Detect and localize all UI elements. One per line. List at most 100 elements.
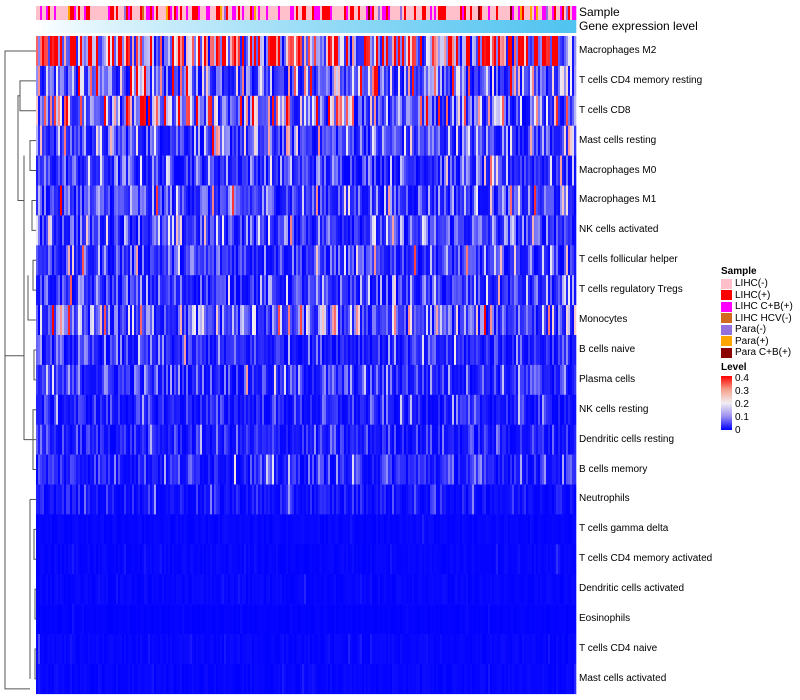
heatmap-cell bbox=[298, 36, 301, 67]
heatmap-cell bbox=[170, 155, 173, 186]
heatmap-cell bbox=[118, 514, 121, 545]
heatmap-cell bbox=[436, 454, 439, 485]
heatmap-cell bbox=[410, 544, 413, 575]
heatmap-cell bbox=[244, 484, 247, 515]
heatmap-cell bbox=[130, 335, 133, 366]
heatmap-cell bbox=[120, 484, 123, 515]
heatmap-cell bbox=[104, 484, 107, 515]
heatmap-cell bbox=[216, 65, 219, 97]
heatmap-cell bbox=[334, 394, 337, 425]
heatmap-cell bbox=[278, 185, 281, 216]
heatmap-cell bbox=[548, 484, 551, 515]
heatmap-cell bbox=[338, 36, 341, 67]
heatmap-cell bbox=[562, 65, 565, 97]
heatmap-cell bbox=[458, 305, 461, 336]
heatmap-cell bbox=[332, 305, 335, 336]
heatmap-cell bbox=[80, 275, 83, 306]
heatmap-cell bbox=[46, 275, 49, 306]
heatmap-cell bbox=[70, 95, 73, 126]
heatmap-cell bbox=[204, 245, 207, 276]
heatmap-cell bbox=[548, 275, 551, 306]
heatmap-cell bbox=[408, 424, 411, 455]
heatmap-cell bbox=[548, 65, 551, 97]
heatmap-cell bbox=[128, 245, 131, 276]
heatmap-cell bbox=[156, 155, 159, 186]
heatmap-cell bbox=[382, 155, 385, 186]
heatmap-cell bbox=[526, 36, 529, 67]
heatmap-cell bbox=[292, 65, 295, 97]
heatmap-cell bbox=[336, 544, 339, 575]
heatmap-cell bbox=[238, 424, 241, 455]
heatmap-cell bbox=[148, 394, 151, 425]
heatmap-cell bbox=[558, 185, 561, 216]
heatmap-cell bbox=[168, 424, 171, 455]
heatmap-cell bbox=[522, 394, 525, 425]
heatmap-cell bbox=[252, 155, 255, 186]
heatmap-cell bbox=[376, 125, 379, 156]
heatmap-cell bbox=[280, 95, 283, 126]
heatmap-cell bbox=[164, 544, 167, 575]
heatmap-cell bbox=[466, 394, 469, 425]
heatmap-cell bbox=[292, 95, 295, 126]
heatmap-cell bbox=[210, 335, 213, 366]
heatmap-cell bbox=[312, 155, 315, 186]
heatmap-cell bbox=[116, 155, 119, 186]
heatmap-cell bbox=[506, 65, 509, 97]
heatmap-cell bbox=[228, 155, 231, 186]
heatmap-cell bbox=[242, 36, 245, 67]
heatmap-cell bbox=[346, 484, 349, 515]
heatmap-cell bbox=[514, 65, 517, 97]
heatmap-cell bbox=[276, 335, 279, 366]
heatmap-cell bbox=[548, 95, 551, 126]
heatmap-cell bbox=[270, 335, 273, 366]
heatmap-cell bbox=[156, 305, 159, 336]
heatmap-cell bbox=[434, 305, 437, 336]
heatmap-cell bbox=[120, 95, 123, 126]
heatmap-cell bbox=[340, 215, 343, 246]
heatmap-cell bbox=[380, 364, 383, 396]
heatmap-cell bbox=[102, 245, 105, 276]
heatmap-cell bbox=[372, 95, 375, 126]
heatmap-cell bbox=[88, 305, 91, 336]
heatmap-cell bbox=[202, 424, 205, 455]
heatmap-cell bbox=[564, 245, 567, 276]
heatmap-cell bbox=[574, 394, 577, 425]
heatmap-cell bbox=[306, 335, 309, 366]
heatmap-cell bbox=[474, 394, 477, 425]
heatmap-cell bbox=[542, 185, 545, 216]
heatmap-cell bbox=[258, 454, 261, 485]
heatmap-cell bbox=[98, 574, 101, 605]
heatmap-cell bbox=[400, 155, 403, 186]
heatmap-cell bbox=[96, 215, 99, 246]
heatmap-cell bbox=[140, 484, 143, 515]
heatmap-cell bbox=[498, 484, 501, 515]
heatmap-cell bbox=[382, 364, 385, 396]
heatmap-cell bbox=[220, 275, 223, 306]
heatmap-cell bbox=[76, 574, 79, 605]
heatmap-cell bbox=[360, 424, 363, 455]
heatmap-cell bbox=[134, 335, 137, 366]
heatmap-cell bbox=[450, 245, 453, 276]
heatmap-cell bbox=[310, 95, 313, 126]
heatmap-cell bbox=[410, 215, 413, 246]
heatmap-cell bbox=[568, 36, 571, 67]
heatmap-cell bbox=[170, 364, 173, 396]
heatmap-cell bbox=[128, 514, 131, 545]
heatmap-cell bbox=[278, 364, 281, 396]
heatmap-cell bbox=[316, 364, 319, 396]
heatmap-cell bbox=[276, 484, 279, 515]
heatmap-cell bbox=[494, 454, 497, 485]
heatmap-cell bbox=[416, 65, 419, 97]
heatmap-cell bbox=[220, 424, 223, 455]
heatmap-cell bbox=[294, 155, 297, 186]
heatmap-cell bbox=[54, 454, 57, 485]
heatmap-cell bbox=[272, 275, 275, 306]
heatmap-cell bbox=[72, 484, 75, 515]
heatmap-cell bbox=[480, 544, 483, 575]
heatmap-cell bbox=[512, 95, 515, 126]
heatmap-cell bbox=[522, 335, 525, 366]
heatmap-cell bbox=[92, 185, 95, 216]
heatmap-cell bbox=[502, 36, 505, 67]
heatmap-cell bbox=[422, 544, 425, 575]
heatmap-cell bbox=[54, 95, 57, 126]
